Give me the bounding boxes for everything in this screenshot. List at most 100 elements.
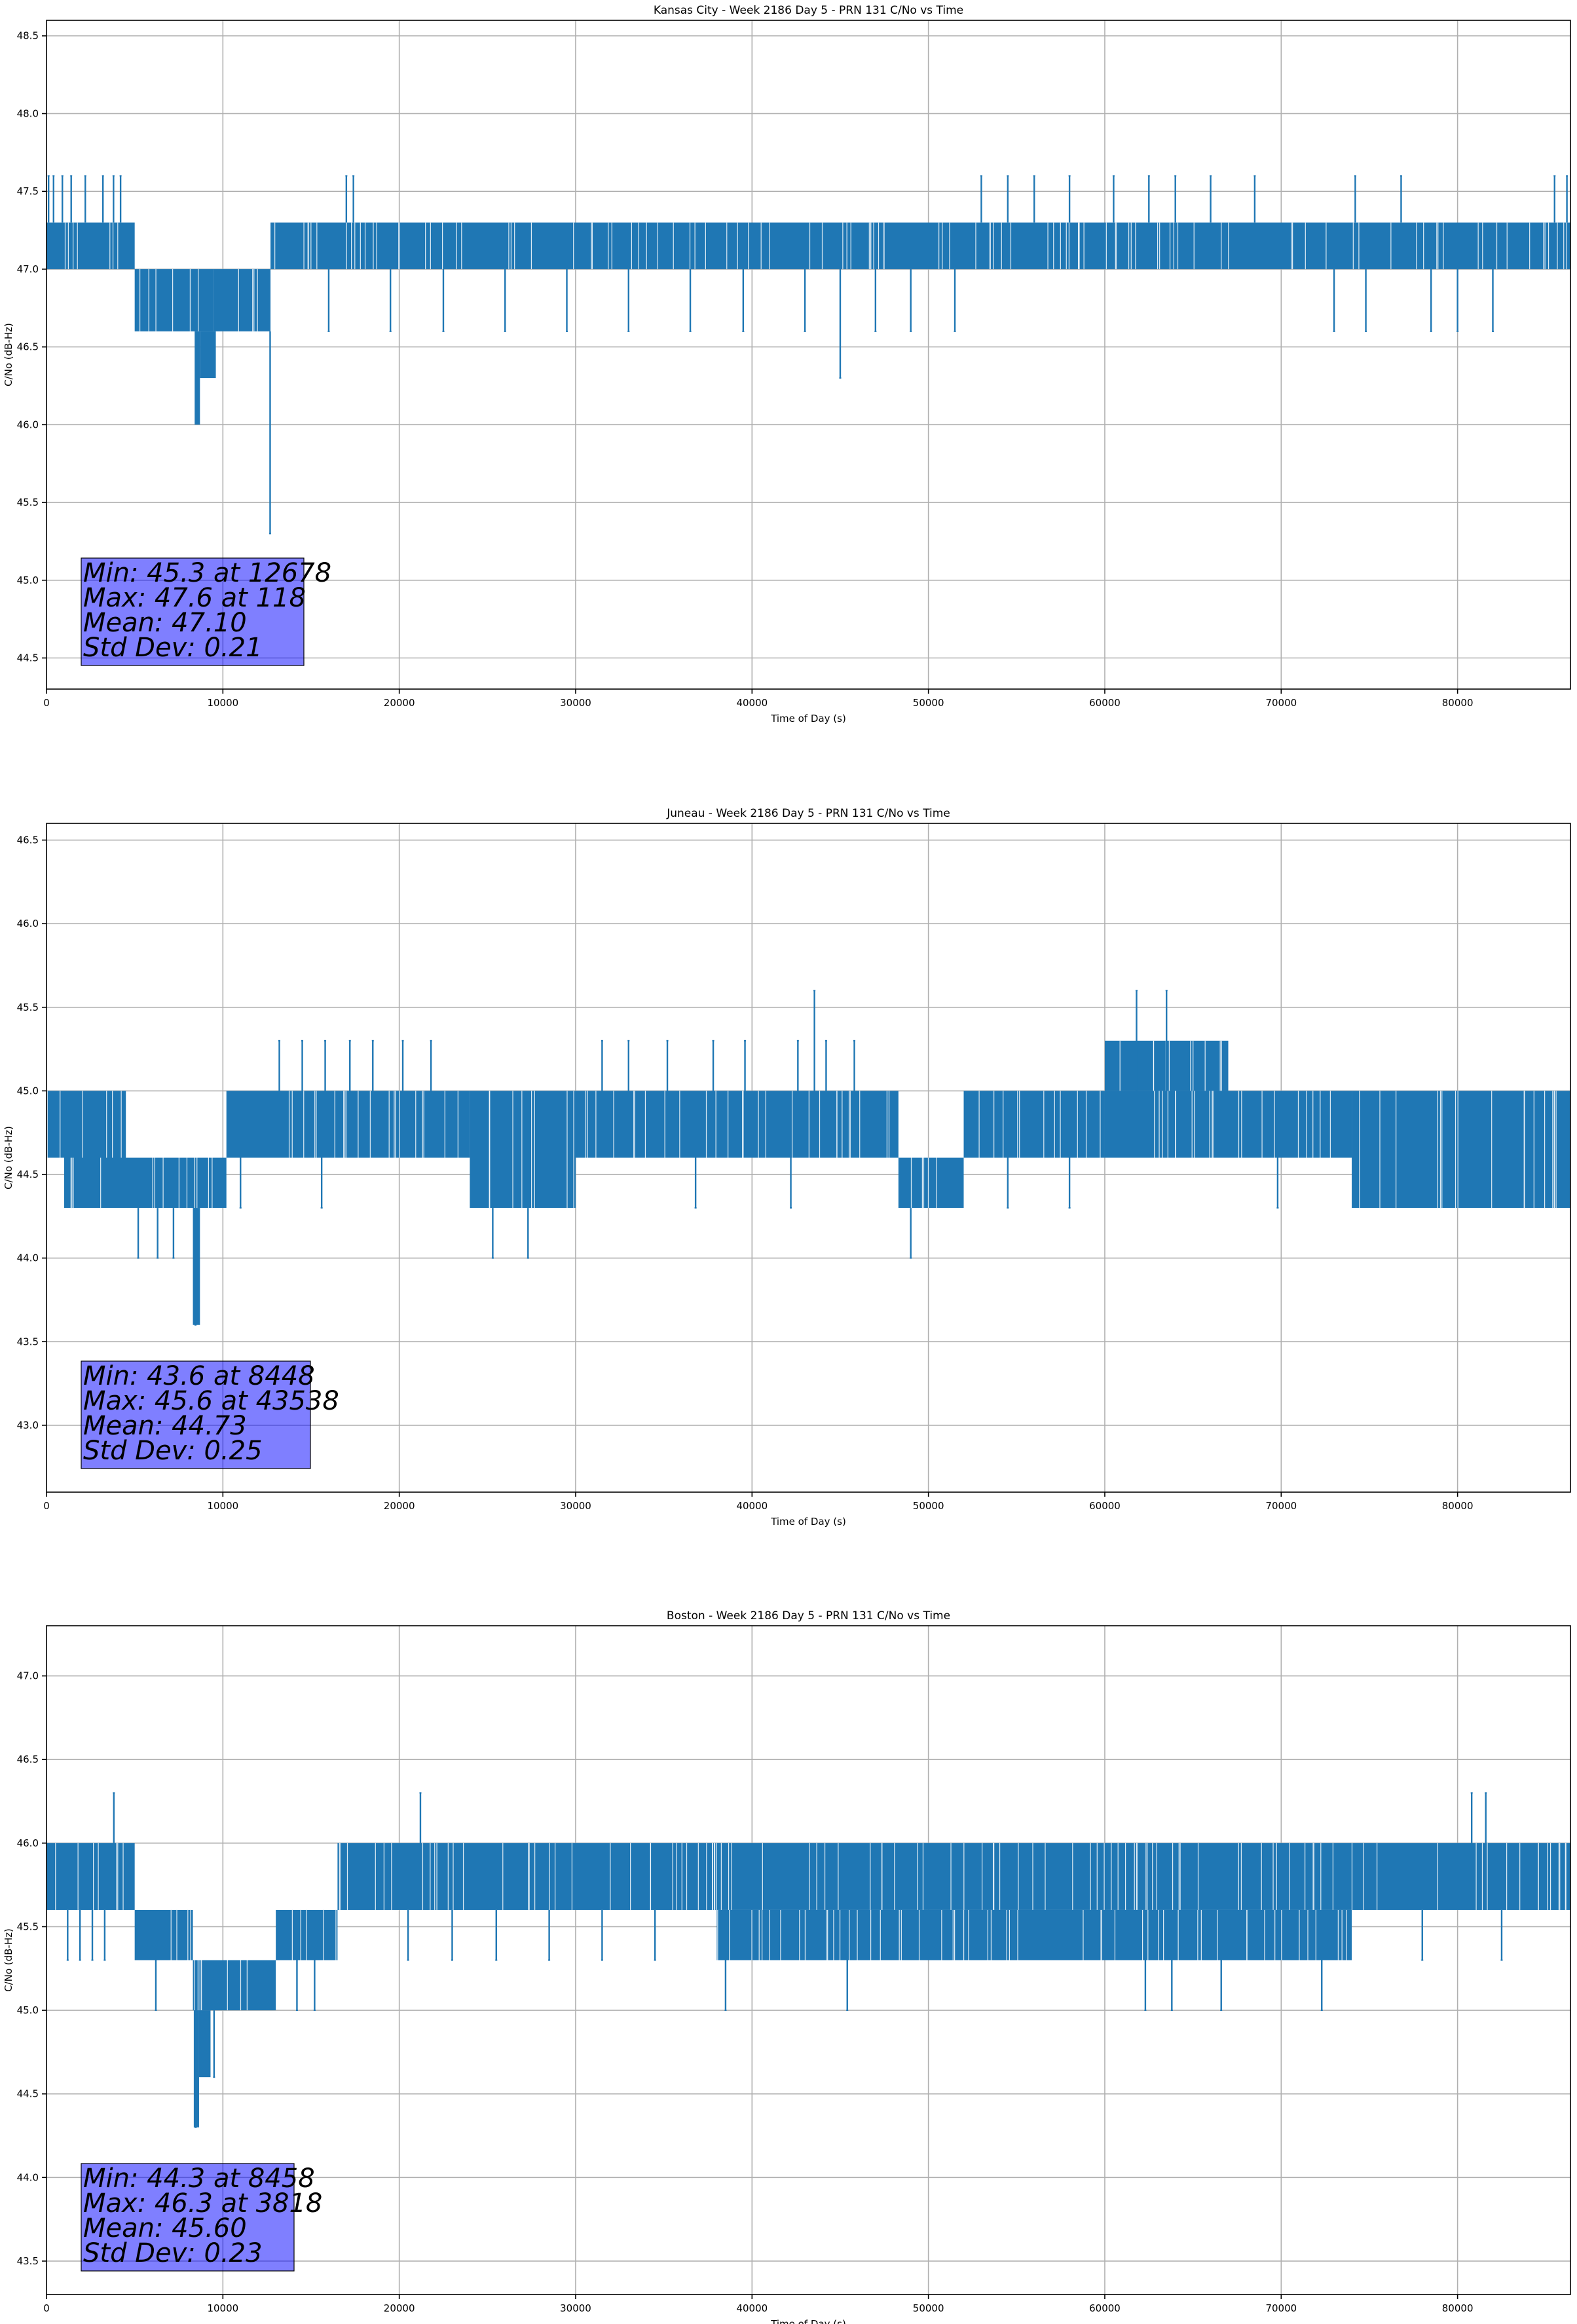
data-gap xyxy=(1190,1040,1191,1091)
data-gap xyxy=(1390,222,1392,269)
chart-title: Kansas City - Week 2186 Day 5 - PRN 131 … xyxy=(654,4,963,17)
data-gap xyxy=(978,1091,980,1158)
data-gap xyxy=(799,1909,800,1960)
data-gap xyxy=(111,1091,113,1158)
data-band xyxy=(46,1843,135,1910)
data-gap xyxy=(1228,222,1229,269)
data-gap xyxy=(1153,1040,1155,1091)
data-gap xyxy=(196,1157,198,1209)
data-gap xyxy=(462,1843,464,1910)
stats-line: Mean: 45.60 xyxy=(83,2213,247,2243)
data-gap xyxy=(1157,222,1159,269)
data-gap xyxy=(508,222,510,269)
data-gap xyxy=(346,1843,348,1910)
data-gap xyxy=(1524,1091,1525,1209)
data-gap xyxy=(883,222,885,269)
data-gap xyxy=(1475,1843,1477,1910)
data-gap xyxy=(975,222,976,269)
data-gap xyxy=(1261,1091,1263,1158)
data-gap xyxy=(106,1091,107,1158)
stats-line: Std Dev: 0.23 xyxy=(83,2238,263,2268)
data-gap xyxy=(1544,222,1546,269)
data-gap xyxy=(1553,1091,1555,1209)
data-gap xyxy=(900,1909,902,1960)
data-gap xyxy=(322,1909,324,1960)
y-tick-label: 46.0 xyxy=(17,419,39,430)
data-band xyxy=(270,222,1570,269)
data-gap xyxy=(751,1909,752,1960)
data-gap xyxy=(1359,1091,1360,1209)
data-gap xyxy=(170,1909,172,1960)
data-gap xyxy=(1172,1843,1174,1910)
data-gap xyxy=(1101,1909,1102,1960)
data-gap xyxy=(1437,1091,1438,1209)
data-gap xyxy=(240,1960,242,2011)
data-gap xyxy=(716,1843,717,1910)
data-gap xyxy=(528,1843,529,1910)
data-gap xyxy=(1017,1909,1018,1960)
data-gap xyxy=(1072,1843,1073,1910)
data-gap xyxy=(870,1909,872,1960)
data-gap xyxy=(881,1843,883,1910)
data-gap xyxy=(1054,1091,1055,1158)
chart-panel-3: 0 10000 20000 30000 40000 50000 60000 70000 8000… xyxy=(3,1609,1571,2324)
data-gap xyxy=(1261,1843,1262,1910)
data-gap xyxy=(631,222,633,269)
data-gap xyxy=(573,222,574,269)
data-block xyxy=(195,331,200,425)
data-gap xyxy=(1264,1909,1265,1960)
data-gap xyxy=(369,1091,371,1158)
data-gap xyxy=(187,1909,189,1960)
data-gap xyxy=(100,1157,102,1209)
data-gap xyxy=(121,1091,122,1158)
data-gap xyxy=(720,1843,722,1910)
data-gap xyxy=(954,1909,955,1960)
data-gap xyxy=(1147,1909,1149,1960)
y-axis-label: C/No (dB-Hz) xyxy=(3,323,14,386)
data-band xyxy=(1352,1091,1570,1209)
plot-frame xyxy=(46,20,1571,690)
data-gap xyxy=(252,269,253,331)
data-gap xyxy=(1246,1909,1248,1960)
y-tick-label: 44.0 xyxy=(17,1252,39,1264)
stats-line: Mean: 44.73 xyxy=(83,1411,247,1441)
data-gap xyxy=(346,222,347,269)
y-tick-label: 48.5 xyxy=(17,30,39,42)
data-gap xyxy=(1337,1909,1339,1960)
data-gap xyxy=(1547,1843,1548,1910)
x-tick-label: 60000 xyxy=(1089,2302,1121,2314)
data-gap xyxy=(1135,222,1136,269)
data-gap xyxy=(1105,222,1107,269)
data-block xyxy=(200,331,216,379)
data-gap xyxy=(741,1091,743,1158)
data-gap xyxy=(762,1843,763,1910)
data-gap xyxy=(613,1091,614,1158)
data-gap xyxy=(1124,1843,1126,1910)
stats-line: Max: 45.6 at 43538 xyxy=(83,1386,339,1416)
x-tick-label: 50000 xyxy=(913,2302,944,2314)
data-gap xyxy=(447,1843,449,1910)
data-gap xyxy=(819,1091,821,1158)
data-band xyxy=(470,1091,576,1209)
data-gap xyxy=(1152,1843,1153,1910)
data-gap xyxy=(238,269,239,331)
data-gap xyxy=(1130,222,1132,269)
data-gap xyxy=(629,1843,631,1910)
data-gap xyxy=(1341,1909,1343,1960)
data-gap xyxy=(1565,1843,1566,1910)
data-gap xyxy=(938,222,940,269)
data-gap xyxy=(316,222,318,269)
data-gap xyxy=(1240,1843,1242,1910)
data-gap xyxy=(1565,1843,1567,1910)
data-gap xyxy=(650,1843,651,1910)
data-gap xyxy=(705,1091,707,1158)
data-gap xyxy=(827,1909,828,1960)
data-gap xyxy=(303,222,305,269)
data-gap xyxy=(1482,222,1483,269)
stats-box-background xyxy=(81,2163,295,2272)
data-gap xyxy=(833,1909,834,1960)
data-gap xyxy=(534,1843,536,1910)
data-gap xyxy=(729,1909,730,1960)
data-gap xyxy=(673,222,674,269)
